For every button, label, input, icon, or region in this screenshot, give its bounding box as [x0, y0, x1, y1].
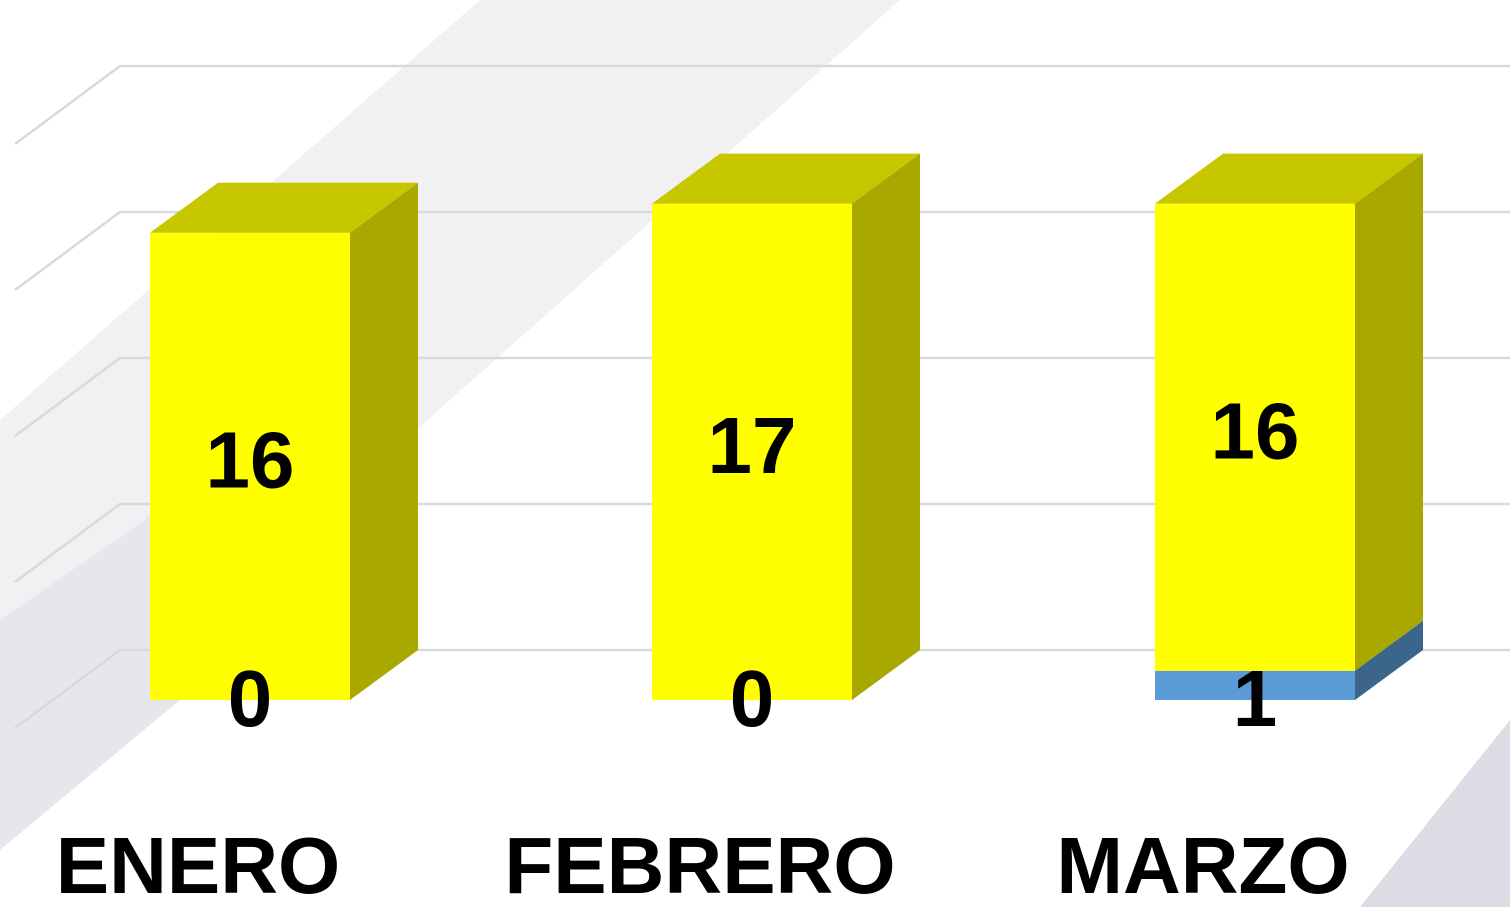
- grid-line: [14, 356, 1510, 438]
- bar-side: [852, 153, 920, 701]
- bars: [150, 153, 1423, 701]
- x-tick-label: MARZO: [1056, 821, 1349, 907]
- data-label: 16: [1211, 386, 1300, 475]
- bar-side: [1355, 620, 1423, 700]
- data-label: 0: [228, 654, 273, 743]
- bar-front: [652, 203, 852, 700]
- bar-front: [150, 232, 350, 701]
- bar-side: [350, 182, 418, 701]
- bar-top: [150, 182, 418, 233]
- grid-line: [14, 64, 1510, 146]
- data-label: 16: [206, 416, 295, 505]
- grid: [14, 64, 1510, 730]
- data-label: 17: [708, 401, 797, 490]
- bar-front: [1155, 670, 1355, 700]
- bar-top: [652, 153, 920, 204]
- x-tick-label: FEBRERO: [504, 821, 895, 907]
- bar-top: [1155, 153, 1423, 204]
- grid-line: [14, 648, 1510, 730]
- bar-side: [1355, 153, 1423, 671]
- data-label: 0: [730, 654, 775, 743]
- grid-line: [14, 210, 1510, 292]
- data-label: 1: [1233, 654, 1278, 743]
- bar-front: [1155, 203, 1355, 671]
- background-stripe: [1360, 720, 1510, 907]
- x-tick-label: ENERO: [56, 821, 341, 907]
- grid-line: [14, 502, 1510, 584]
- labels: 0 16 ENERO 0 17 FEBRERO 1 16 MARZO: [56, 386, 1350, 907]
